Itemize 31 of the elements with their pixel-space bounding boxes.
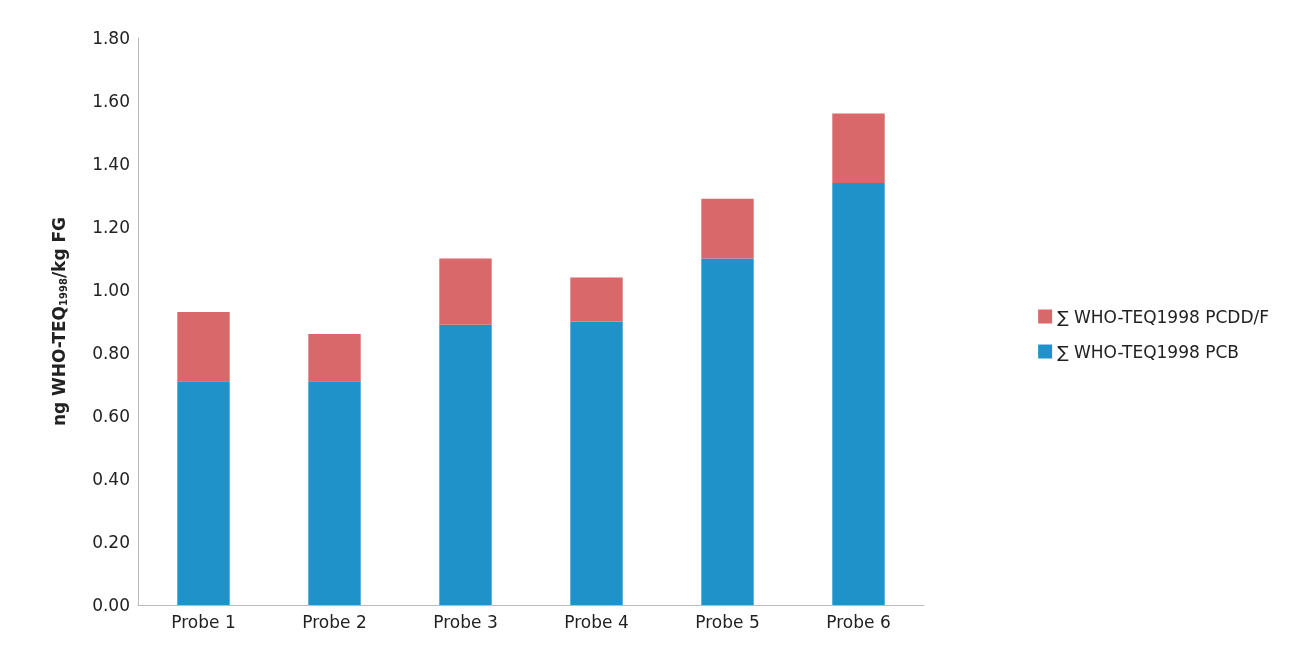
bar [439,258,492,325]
y-tick-label: 0.40 [92,469,130,489]
bar [439,324,492,605]
bar [701,258,754,605]
y-tick-label: 1.20 [92,217,130,237]
bar [832,113,885,183]
bar [570,321,623,605]
x-tick-label: Probe 5 [695,611,760,632]
y-tick-label: 1.60 [92,91,130,111]
x-tick-label: Probe 1 [171,611,236,632]
x-tick-label: Probe 3 [433,611,498,632]
bar [308,334,361,382]
bar [570,277,623,322]
x-tick-label: Probe 6 [826,611,891,632]
y-tick-label: 1.00 [92,280,130,300]
legend-label: ∑ WHO-TEQ1998 PCB [1057,341,1239,362]
y-tick-label: 0.20 [92,532,130,552]
y-tick-label: 0.00 [92,595,130,615]
y-tick-label: 0.80 [92,343,130,363]
y-tick-label: 1.80 [92,28,130,48]
x-tick-label: Probe 4 [564,611,629,632]
x-tick-label: Probe 2 [302,611,367,632]
legend-label: ∑ WHO-TEQ1998 PCDD/F [1057,306,1270,327]
bar [701,198,754,259]
bar [177,312,230,382]
bar [308,381,361,605]
y-axis-title: ng WHO-TEQ1998/kg FG [49,216,69,427]
bar [832,182,885,605]
y-tick-label: 0.60 [92,406,130,426]
y-tick-label: 1.40 [92,154,130,174]
bar [177,381,230,605]
